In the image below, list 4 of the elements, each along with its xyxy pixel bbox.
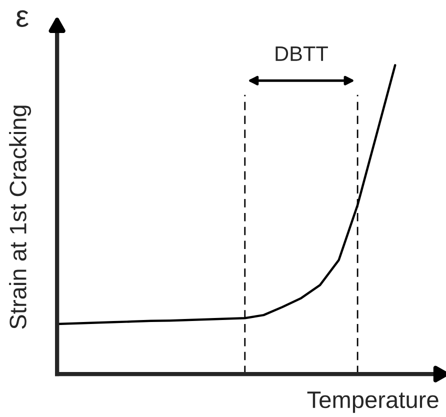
x-axis-title: Temperature [307, 392, 438, 413]
y-axis-title: Strain at 1st Cracking [9, 106, 32, 329]
text: ε [16, 10, 29, 27]
text: DBTT [276, 46, 328, 61]
